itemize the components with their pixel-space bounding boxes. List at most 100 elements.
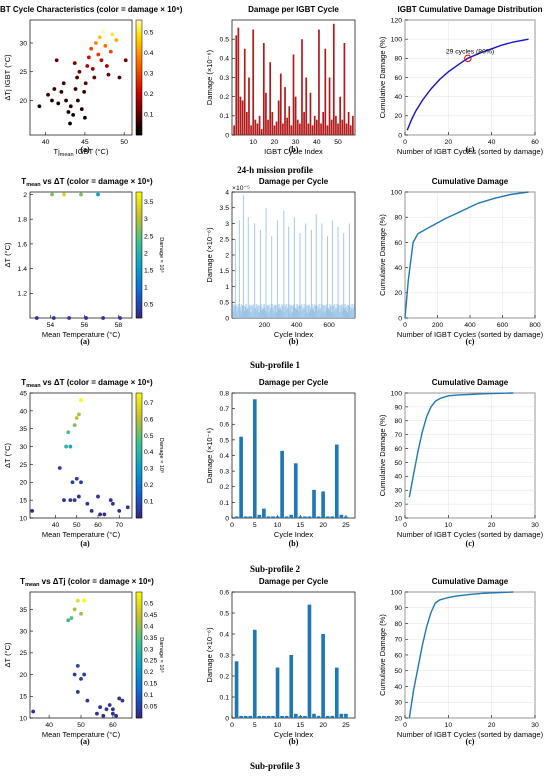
colorbar-segment [136, 43, 142, 47]
colorbar-segment [136, 258, 142, 262]
bar [289, 514, 294, 518]
y-tick-label: 0.3 [220, 652, 230, 659]
bar [256, 310, 258, 318]
bar [274, 304, 275, 318]
scatter-point [72, 423, 77, 428]
colorbar-segment [136, 83, 142, 87]
y-tick-label: 0.4 [220, 453, 230, 460]
x-tick-label: 50 [120, 139, 128, 146]
bar [290, 304, 292, 318]
bar [352, 303, 353, 318]
bar [303, 308, 305, 318]
y-tick-label: 70 [394, 637, 402, 644]
scatter-point [54, 58, 59, 63]
bar [344, 713, 348, 718]
scatter-point [75, 663, 80, 668]
bar [257, 514, 262, 518]
x-tick-label: 60 [531, 139, 539, 146]
bar [247, 307, 248, 318]
bar [286, 117, 288, 135]
bar [232, 306, 233, 318]
bar [329, 306, 331, 318]
scatter-point [82, 672, 87, 677]
y-tick-label: 20 [19, 480, 27, 487]
colorbar-segment [136, 48, 142, 52]
y-tick-label: 0.1 [220, 500, 230, 507]
scatter-point [83, 115, 87, 120]
y-tick-label: 80 [394, 418, 402, 425]
colorbar-label: Damage × 10⁶ [158, 237, 165, 272]
colorbar-segment [136, 97, 142, 101]
bar [253, 304, 254, 318]
bar [292, 54, 295, 135]
colorbar-segment [136, 483, 142, 488]
x-tick-label: 0 [403, 322, 407, 329]
colorbar-segment [136, 270, 142, 275]
scatter-point [76, 494, 81, 499]
bar [334, 304, 335, 318]
colorbar-tick-label: 0.1 [144, 111, 154, 118]
bar [340, 305, 341, 318]
y-tick-label: 0.5 [220, 37, 230, 44]
x-tick-label: 25 [342, 522, 350, 529]
bar [293, 217, 295, 318]
plot-area [404, 392, 536, 519]
y-tick-label: 40 [394, 94, 402, 101]
plot-area [29, 392, 133, 519]
colorbar-segment [136, 405, 142, 409]
bar [235, 35, 238, 136]
plot-area [231, 392, 356, 519]
bar [268, 306, 270, 318]
series-line [408, 392, 514, 498]
scatter-point [79, 611, 83, 616]
bar [287, 308, 288, 318]
scatter-point [72, 672, 77, 677]
scatter-point [73, 87, 78, 91]
scatter-point [117, 696, 122, 701]
colorbar-segment [136, 658, 142, 662]
bar [236, 311, 237, 318]
bar [349, 125, 352, 135]
bar [276, 312, 277, 318]
scatter-point [75, 98, 80, 103]
colorbar-segment [136, 264, 142, 268]
bar [237, 306, 238, 318]
colorbar-segment [136, 204, 142, 209]
bar [285, 310, 287, 318]
colorbar-segment [136, 508, 142, 513]
colorbar-tick-label: 0.25 [144, 658, 157, 665]
bar [280, 450, 284, 518]
series-line [404, 191, 529, 319]
scatter-point [101, 29, 105, 34]
y-tick-label: 10 [19, 515, 27, 522]
bar [294, 96, 297, 135]
y-tick-label: 40 [19, 408, 27, 415]
bar [273, 310, 274, 318]
bar [304, 303, 305, 318]
scatter-point [70, 480, 75, 485]
scatter-point [57, 466, 62, 470]
y-tick-label: 0.4 [220, 631, 230, 638]
chart-r0a: IGBT Cycle Characteristics (color = dama… [0, 5, 183, 158]
y-tick-label: 0 [225, 315, 229, 322]
colorbar-segment [136, 692, 142, 697]
scatter-point [101, 713, 106, 718]
colorbar-segment [136, 651, 142, 656]
y-tick-label: 100 [391, 390, 403, 397]
colorbar-segment [136, 207, 142, 212]
bar [244, 304, 246, 318]
bar [334, 444, 339, 518]
colorbar-frame [135, 191, 143, 319]
chart-title: Cumulative Damage [432, 177, 509, 186]
scatter-point [68, 121, 72, 126]
colorbar-segment [136, 474, 142, 478]
scatter-point [64, 444, 69, 449]
colorbar-tick-label: 0.35 [144, 635, 157, 642]
scatter-point [84, 316, 88, 320]
colorbar-segment [136, 210, 142, 215]
bar [318, 29, 320, 135]
colorbar-tick-label: 0.05 [144, 704, 157, 711]
bar [327, 236, 328, 318]
y-tick-label: 0.8 [220, 390, 230, 397]
scatter-point [85, 501, 90, 506]
